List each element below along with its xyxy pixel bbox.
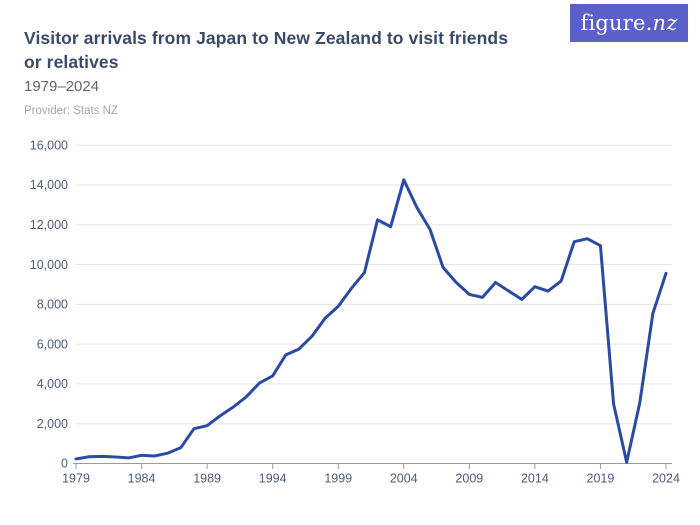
x-axis-label: 2024 [652, 472, 680, 486]
line-chart: 0 2,000 4,000 6,000 8,000 10,000 12,000 14,000 1… [30, 138, 680, 486]
y-axis-label: 16,000 [30, 138, 68, 152]
y-axis-label: 2,000 [37, 417, 68, 431]
y-axis-label: 8,000 [37, 298, 68, 312]
provider-label: Provider: Stats NZ [24, 105, 118, 117]
x-axis-label: 2014 [521, 472, 549, 486]
y-axis-label: 12,000 [30, 218, 68, 232]
x-axis-label: 1994 [259, 472, 287, 486]
x-axis-label: 2009 [455, 472, 483, 486]
series-line [74, 178, 668, 464]
y-axis-label: 14,000 [30, 178, 68, 192]
logo-text: figure.nz [580, 11, 678, 35]
y-axis-label: 6,000 [37, 337, 68, 351]
page-title-line-1: Visitor arrivals from Japan to New Zeala… [24, 28, 509, 48]
chart-subtitle: 1979–2024 [24, 78, 100, 95]
x-axis-label: 2004 [390, 472, 418, 486]
x-axis-label: 1999 [324, 472, 352, 486]
x-axis-label: 1984 [128, 472, 156, 486]
y-axis-label: 10,000 [30, 258, 68, 272]
x-axis-label: 1989 [193, 472, 221, 486]
x-axis-label: 2019 [587, 472, 615, 486]
y-axis-label: 0 [61, 457, 68, 471]
figurenz-logo[interactable]: figure.nz [570, 4, 688, 42]
y-axis-label: 4,000 [37, 377, 68, 391]
x-axis-label: 1979 [62, 472, 90, 486]
page-title-line-2: or relatives [24, 52, 119, 72]
page-title: Visitor arrivals from Japan to New Zeala… [24, 26, 584, 74]
